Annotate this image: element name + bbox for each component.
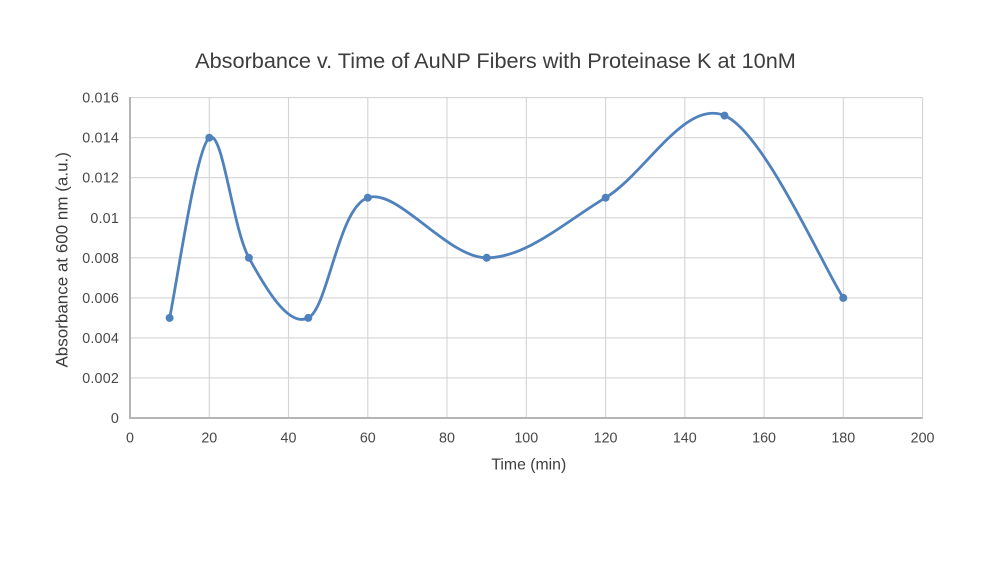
svg-text:0.014: 0.014	[82, 131, 119, 147]
svg-text:Time (min): Time (min)	[491, 457, 566, 474]
svg-text:0: 0	[126, 431, 134, 447]
svg-text:140: 140	[673, 431, 697, 447]
svg-text:160: 160	[752, 431, 776, 447]
svg-text:0.004: 0.004	[82, 331, 119, 347]
svg-text:Absorbance at 600 nm (a.u.): Absorbance at 600 nm (a.u.)	[53, 152, 72, 367]
svg-text:0.006: 0.006	[82, 291, 119, 307]
svg-text:120: 120	[594, 431, 618, 447]
svg-text:40: 40	[281, 431, 297, 447]
svg-text:Absorbance v. Time of AuNP Fib: Absorbance v. Time of AuNP Fibers with P…	[195, 48, 796, 73]
svg-text:0.01: 0.01	[90, 211, 119, 227]
svg-text:60: 60	[360, 431, 376, 447]
svg-text:180: 180	[831, 431, 855, 447]
svg-text:0.012: 0.012	[82, 171, 119, 187]
svg-text:200: 200	[911, 431, 935, 447]
svg-text:80: 80	[439, 431, 455, 447]
svg-text:0.016: 0.016	[82, 91, 119, 107]
svg-text:100: 100	[514, 431, 538, 447]
svg-text:0.002: 0.002	[82, 371, 119, 387]
svg-text:20: 20	[201, 431, 217, 447]
svg-text:0.008: 0.008	[82, 251, 119, 267]
svg-text:0: 0	[111, 411, 119, 427]
